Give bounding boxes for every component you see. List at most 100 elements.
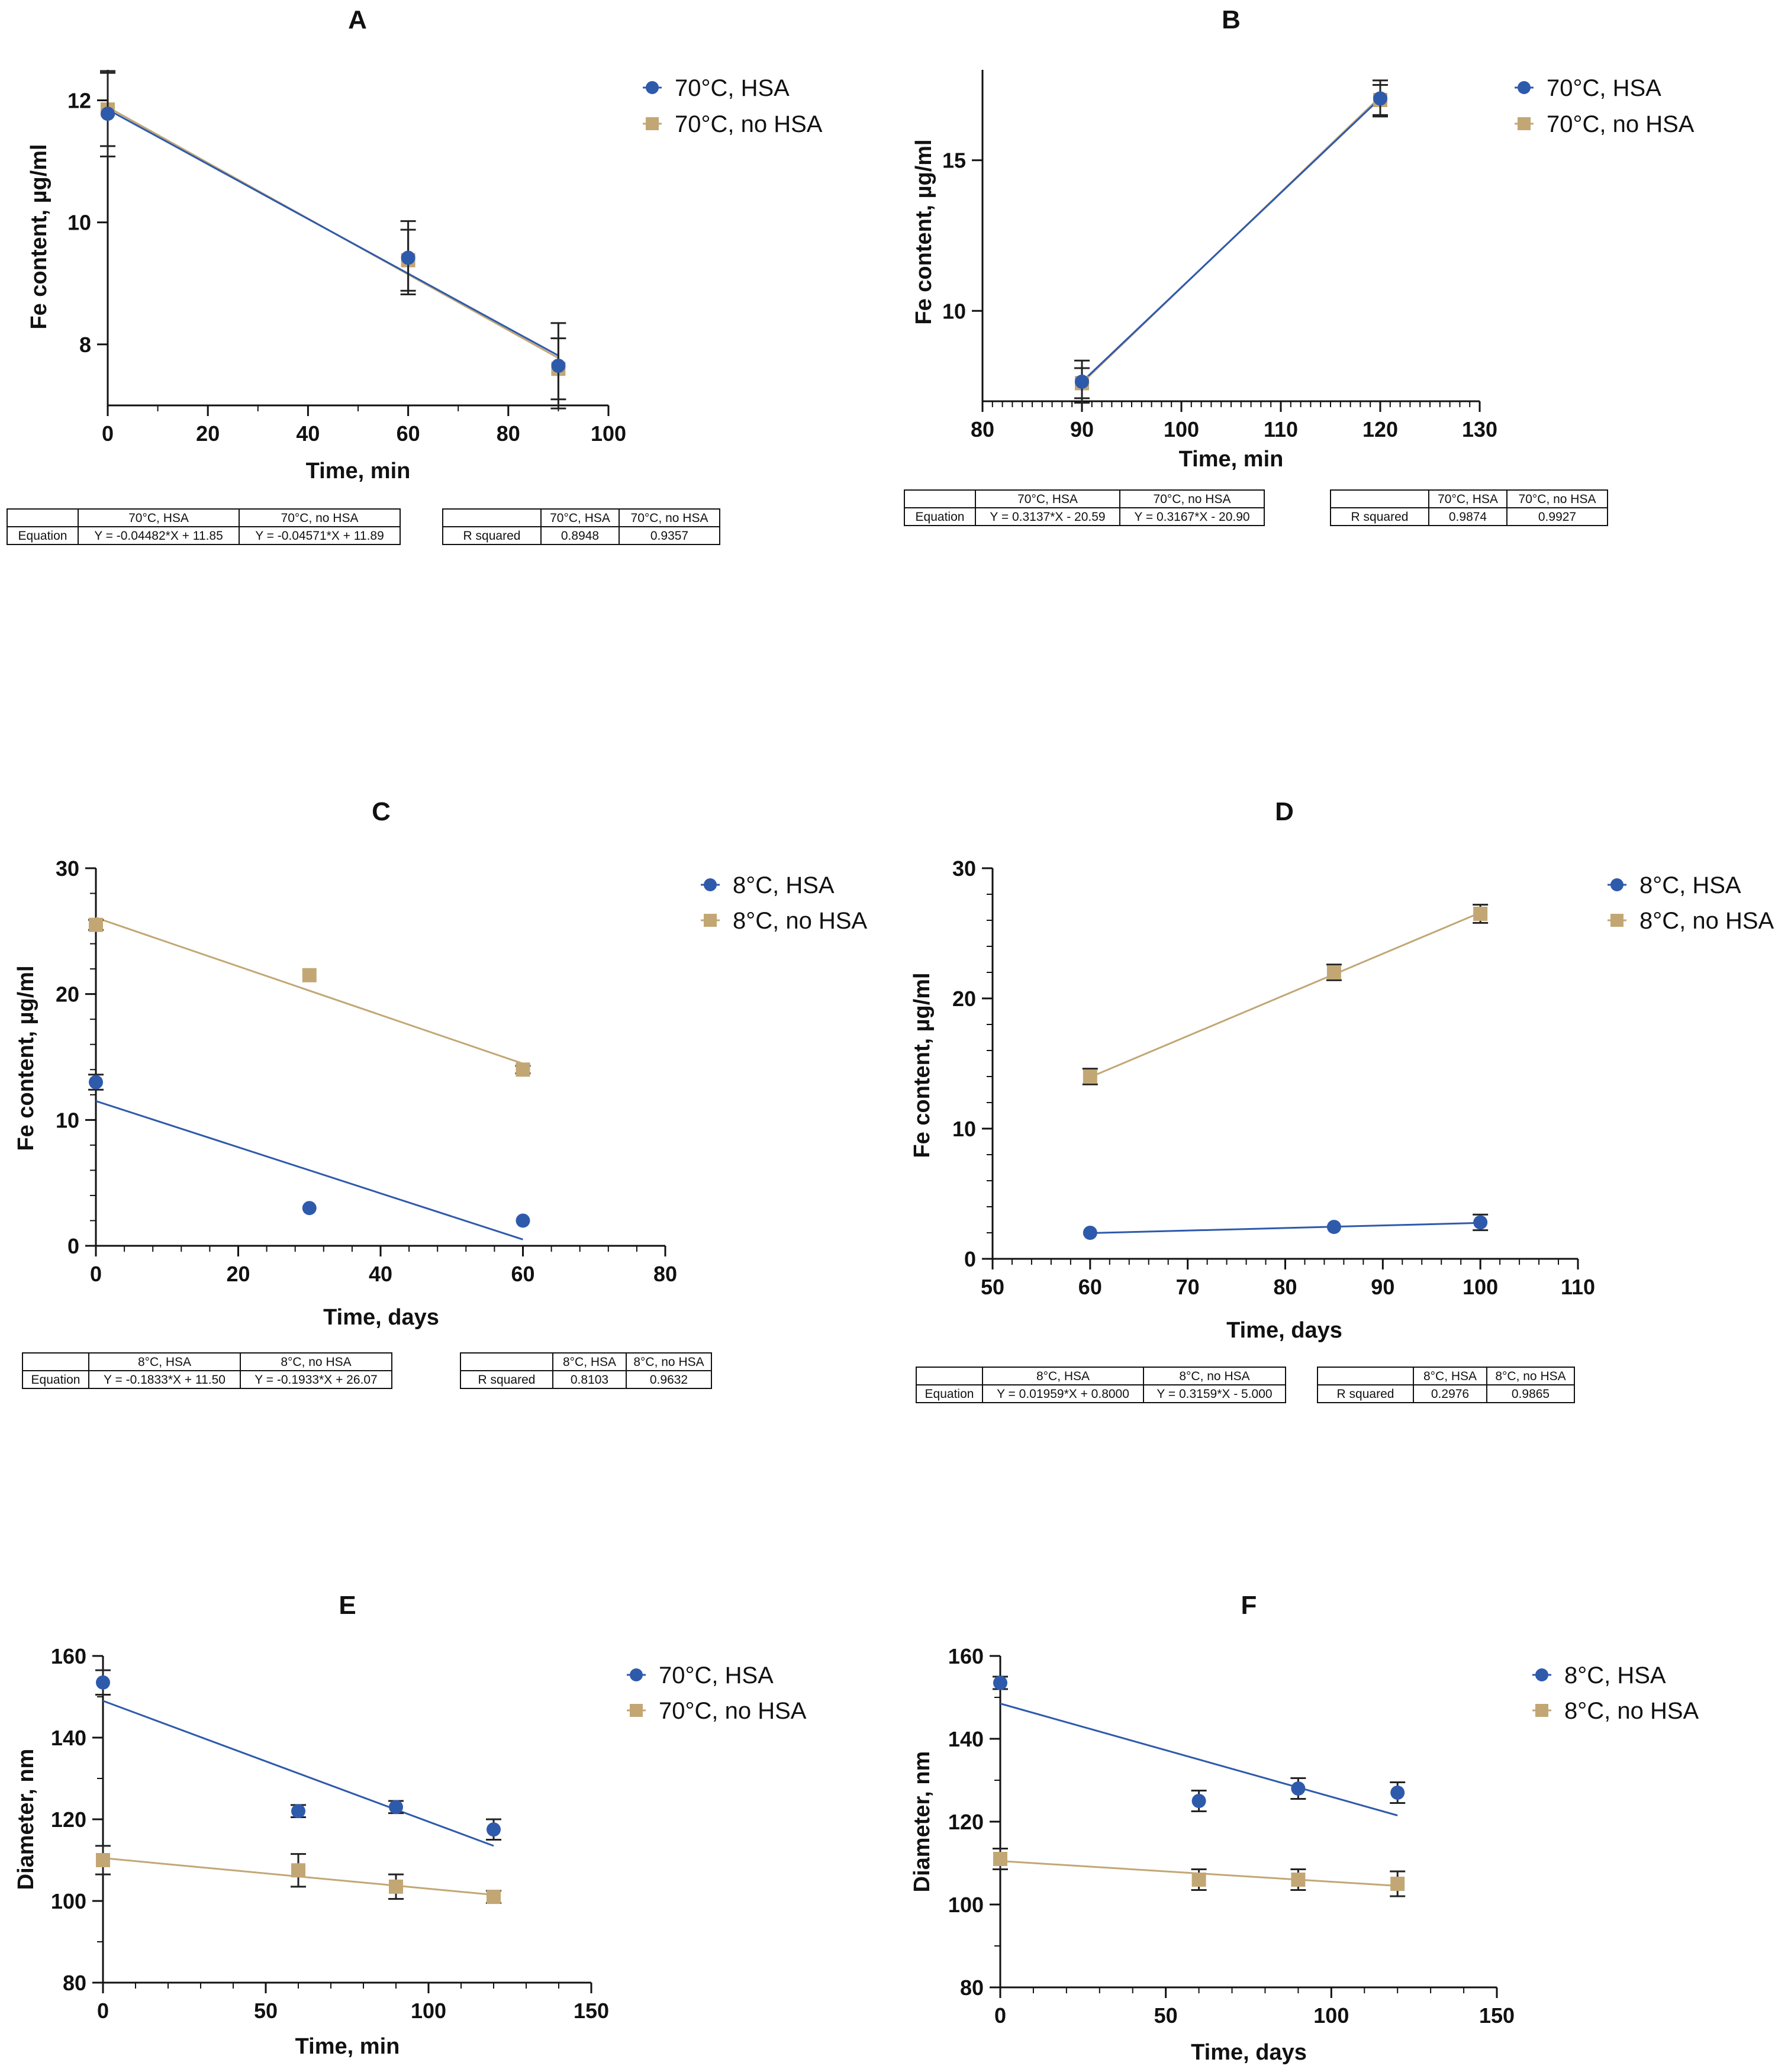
x-tick-label: 50: [981, 1275, 1004, 1299]
panel-c: C 0 20 40 60 80 0 10 20 30 Time, days Fe content, µ…: [14, 797, 868, 1389]
legend-entry: 8°C, no HSA: [701, 908, 868, 934]
legend-label: 8°C, no HSA: [733, 908, 868, 934]
legend-entry: 70°C, no HSA: [643, 111, 823, 137]
series-hsa: [88, 1074, 530, 1228]
data-point: [1473, 1215, 1488, 1230]
table-cell-text: 0.9927: [1538, 510, 1576, 524]
legend-label: 8°C, HSA: [1564, 1662, 1666, 1688]
table-cell-text: 8°C, HSA: [1036, 1369, 1090, 1383]
table-cell: [626, 1370, 712, 1389]
table-cell-text: 0.8103: [571, 1373, 608, 1387]
panel-title: B: [1222, 5, 1241, 34]
table-cell-text: Y = -0.04482*X + 11.85: [94, 529, 223, 543]
legend-entry: 8°C, HSA: [1532, 1662, 1666, 1688]
x-tick-label: 60: [1078, 1275, 1102, 1299]
y-tick-label: 120: [51, 1807, 86, 1832]
table-cell-text: Y = -0.04571*X + 11.89: [255, 529, 384, 543]
legend-entry: 70°C, no HSA: [1515, 111, 1695, 137]
data-point: [291, 1863, 305, 1878]
series-hsa: [1074, 79, 1388, 404]
table-cell-text: 8°C, HSA: [1423, 1369, 1477, 1383]
x-tick-label: 100: [591, 421, 626, 446]
table-cell-text: Equation: [18, 529, 67, 543]
y-axis-label: Diameter, nm: [14, 1749, 38, 1890]
panel-title: A: [348, 5, 367, 34]
legend-marker: [1610, 914, 1624, 927]
y-tick-label: 0: [67, 1234, 79, 1258]
equation-table: 70°C, HSA 70°C, no HSA Equation Y = 0.3137*…: [904, 489, 1265, 526]
table-cell: [1506, 507, 1608, 526]
series-no-hsa: [95, 1845, 501, 1905]
y-tick-label: 80: [960, 1976, 984, 2000]
data-point: [1390, 1877, 1405, 1891]
fit-line: [1000, 1703, 1398, 1816]
fit-line: [1090, 911, 1481, 1078]
table-cell: [240, 1370, 392, 1389]
table-cell: [1317, 1384, 1414, 1403]
table-cell: [1413, 1384, 1487, 1403]
table-cell-text: 70°C, no HSA: [631, 511, 708, 525]
y-axis-label: Fe content, µg/ml: [27, 144, 51, 329]
legend-marker: [1518, 117, 1531, 130]
x-tick-label: 0: [90, 1262, 102, 1286]
panel-d: D 50 60 70 80 90 100 110 0 10 20 30 Time, days Fe con…: [910, 797, 1774, 1403]
series-no-hsa: [993, 1848, 1406, 1897]
legend-label: 70°C, no HSA: [1547, 111, 1695, 137]
table-cell: [88, 1352, 241, 1371]
x-tick-label: 130: [1462, 417, 1497, 442]
legend-marker: [704, 914, 717, 927]
y-tick-label: 80: [63, 1971, 86, 1995]
table-cell-text: 0.9865: [1512, 1387, 1550, 1401]
data-point: [389, 1879, 403, 1894]
fit-line: [102, 1700, 494, 1847]
legend-label: 8°C, HSA: [1639, 872, 1741, 898]
table-cell-text: 8°C, HSA: [138, 1355, 191, 1369]
x-tick-label: 50: [254, 1999, 278, 2023]
data-point: [1326, 965, 1341, 979]
table-cell: [916, 1367, 983, 1385]
data-point: [1191, 1873, 1206, 1887]
x-tick-label: 20: [196, 421, 220, 446]
table-cell: [619, 526, 720, 545]
y-axis-label: Fe content, µg/ml: [14, 965, 38, 1151]
table-cell: [88, 1370, 241, 1389]
legend-marker: [646, 81, 659, 94]
panel-a: A 0 20 40 60 80 100 8 10 12 Time, min Fe content, µ…: [7, 5, 823, 545]
table-cell-text: 70°C, no HSA: [1154, 492, 1231, 506]
panel-b: B 80 90 100 110 120 130 10 15 Time, min Fe content…: [904, 5, 1695, 526]
data-point: [1326, 1220, 1341, 1235]
table-cell-text: Y = -0.1933*X + 26.07: [255, 1373, 377, 1387]
legend-entry: 70°C, HSA: [627, 1662, 774, 1688]
x-tick-label: 90: [1371, 1275, 1394, 1299]
table-cell-text: R squared: [478, 1373, 536, 1387]
x-axis-label: Time, min: [295, 2034, 400, 2059]
series-no-hsa: [1082, 904, 1489, 1085]
table-cell-text: 8°C, no HSA: [1495, 1369, 1565, 1383]
y-tick-label: 12: [67, 89, 91, 113]
x-tick-label: 40: [296, 421, 320, 446]
data-point: [1291, 1781, 1306, 1796]
data-point: [516, 1062, 530, 1077]
legend-entry: 70°C, HSA: [643, 75, 790, 101]
x-tick-label: 120: [1362, 417, 1398, 442]
table-cell-text: R squared: [1351, 510, 1409, 524]
y-tick-label: 30: [952, 856, 976, 881]
y-tick-label: 160: [948, 1644, 984, 1668]
y-tick-label: 20: [56, 982, 79, 1007]
x-tick-label: 100: [1463, 1275, 1498, 1299]
x-tick-label: 110: [1264, 417, 1298, 442]
r-squared-table: 70°C, HSA 70°C, no HSA R squared 0.8948 0.93…: [442, 508, 720, 545]
table-cell-text: 70°C, HSA: [550, 511, 610, 525]
y-axis-label: Diameter, nm: [910, 1751, 935, 1893]
table-cell: [239, 526, 401, 545]
table-cell: [460, 1370, 553, 1389]
table-cell-text: 0.8948: [561, 529, 599, 543]
legend-label: 8°C, no HSA: [1564, 1698, 1699, 1724]
legend-entry: 8°C, HSA: [1608, 872, 1741, 898]
y-tick-label: 10: [942, 299, 966, 323]
series-hsa: [993, 1675, 1406, 1812]
table-cell-text: Equation: [916, 510, 965, 524]
table-cell-text: Y = 0.01959*X + 0.8000: [997, 1387, 1129, 1401]
table-cell-text: Equation: [31, 1373, 80, 1387]
x-tick-label: 50: [1154, 2003, 1178, 2028]
